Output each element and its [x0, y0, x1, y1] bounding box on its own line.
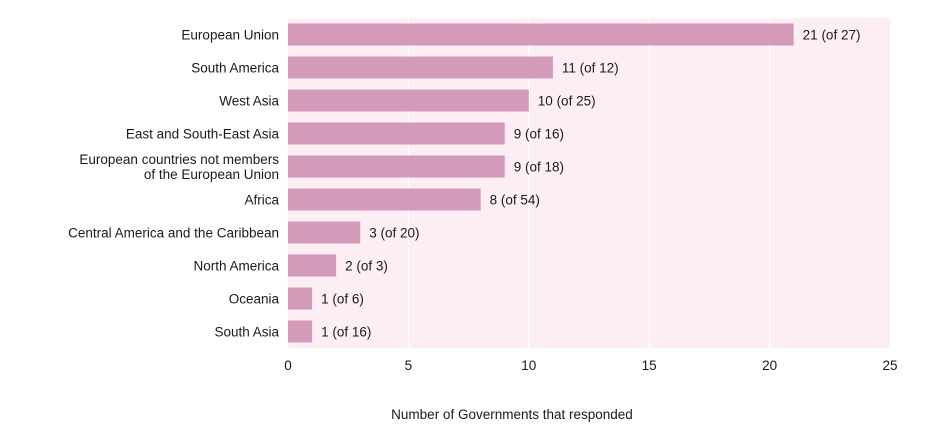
category-label-line: of the European Union [144, 167, 279, 182]
bar [288, 56, 553, 79]
data-label: 9 (of 16) [514, 127, 564, 142]
category-label-line: South Asia [214, 325, 279, 340]
category-label-line: West Asia [219, 94, 279, 109]
category-label: European countries not members of the Eur… [79, 152, 279, 182]
bar [288, 254, 337, 277]
category-label-line: European countries not members [79, 152, 279, 167]
category-label-line: Africa [244, 193, 279, 208]
bars [288, 23, 794, 343]
category-label-line: European Union [181, 28, 279, 43]
category-label-line: Oceania [229, 292, 280, 307]
x-tick-label: 20 [762, 358, 777, 373]
x-axis-ticks: 0 5 10 15 20 25 [284, 358, 897, 373]
data-label: 2 (of 3) [345, 259, 388, 274]
category-label: South America [191, 61, 279, 76]
data-label: 1 (of 6) [321, 292, 364, 307]
bar [288, 287, 313, 310]
category-label-line: South America [191, 61, 279, 76]
x-tick-label: 25 [882, 358, 897, 373]
x-tick-label: 15 [642, 358, 657, 373]
category-labels: European Union South America West Asia East… [68, 28, 279, 340]
data-label: 21 (of 27) [803, 28, 861, 43]
bar [288, 188, 481, 211]
category-label: West Asia [219, 94, 279, 109]
data-label: 9 (of 18) [514, 160, 564, 175]
bar [288, 89, 529, 112]
category-label: Africa [244, 193, 279, 208]
category-label-line: North America [193, 259, 279, 274]
x-tick-label: 5 [405, 358, 413, 373]
category-label: South Asia [214, 325, 279, 340]
x-tick-label: 0 [284, 358, 292, 373]
x-tick-label: 10 [521, 358, 536, 373]
category-label: Oceania [229, 292, 280, 307]
data-label: 3 (of 20) [369, 226, 419, 241]
category-label: European Union [181, 28, 279, 43]
data-label: 10 (of 25) [538, 94, 596, 109]
category-label: North America [193, 259, 279, 274]
category-label: East and South-East Asia [126, 127, 280, 142]
category-label: Central America and the Caribbean [68, 226, 279, 241]
bar [288, 155, 505, 178]
data-label: 8 (of 54) [490, 193, 540, 208]
data-labels: 21 (of 27) 11 (of 12) 10 (of 25) 9 (of 16) 9… [321, 28, 860, 340]
category-label-line: Central America and the Caribbean [68, 226, 279, 241]
category-label-line: East and South-East Asia [126, 127, 280, 142]
bar [288, 122, 505, 145]
data-label: 1 (of 16) [321, 325, 371, 340]
data-label: 11 (of 12) [562, 61, 619, 76]
x-axis-title: Number of Governments that responded [391, 407, 633, 422]
bar [288, 23, 794, 46]
bar [288, 320, 313, 343]
bar [288, 221, 361, 244]
